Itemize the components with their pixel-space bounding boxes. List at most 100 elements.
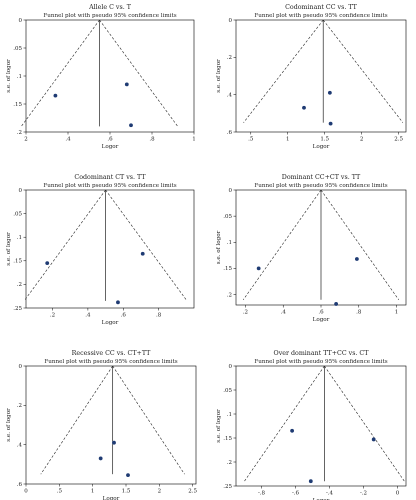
study-point	[302, 105, 306, 110]
panel-title: Over dominant TT+CC vs. CT	[274, 350, 370, 357]
x-tick-label: 1.5	[320, 137, 329, 143]
x-tick-label: .6	[318, 310, 324, 316]
x-tick-label: .4	[65, 137, 71, 143]
y-tick-label: .2	[227, 460, 232, 466]
x-tick-label: .2	[243, 310, 248, 316]
study-point	[256, 266, 261, 271]
x-axis-label: Logor	[313, 144, 330, 150]
y-tick-label: .15	[13, 259, 22, 265]
y-tick-label: 0	[19, 18, 23, 24]
study-point	[371, 437, 376, 442]
x-tick-label: .5	[57, 489, 63, 495]
plot-frame	[25, 189, 195, 309]
funnel-panel-4: Dominant CC+CT vs. TT Funnel plot with ps…	[216, 174, 407, 323]
y-tick-label: .25	[223, 484, 232, 490]
funnel-panel-6: Over dominant TT+CC vs. CT Funnel plot wi…	[216, 350, 407, 500]
study-point	[327, 90, 332, 95]
x-tick-label: .2	[50, 313, 55, 319]
y-tick-label: 0	[229, 18, 233, 24]
x-tick-label: .8	[356, 310, 362, 316]
x-tick-label: 2.5	[394, 137, 403, 143]
y-axis-label: s.e. of logor	[216, 230, 222, 264]
panel-title: Codominant CT vs. TT	[74, 174, 146, 181]
study-point	[116, 300, 120, 305]
x-tick-label: .6	[107, 137, 113, 143]
study-point	[53, 93, 58, 98]
y-tick-label: 0	[229, 364, 233, 370]
y-tick-label: .05	[223, 388, 232, 394]
funnel-panel-3: Codominant CT vs. TT Funnel plot with pse…	[6, 174, 195, 326]
x-tick-label: .8	[156, 313, 162, 319]
plot-frame	[25, 365, 197, 485]
y-tick-label: .2	[17, 282, 22, 288]
y-tick-label: 0	[19, 188, 23, 194]
confidence-limit-right	[105, 189, 188, 302]
y-tick-label: .25	[13, 306, 22, 312]
panel-subtitle: Funnel plot with pseudo 95% confidence l…	[43, 183, 176, 189]
confidence-limit-right	[320, 189, 399, 300]
panel-subtitle: Funnel plot with pseudo 95% confidence l…	[44, 359, 177, 365]
x-tick-label: 2	[360, 137, 364, 143]
x-tick-label: .6	[121, 313, 127, 319]
y-tick-label: .15	[223, 436, 232, 442]
x-axis-label: Logor	[313, 317, 330, 323]
confidence-limit-right	[324, 365, 405, 482]
x-tick-label: .8	[149, 137, 155, 143]
confidence-limit-left	[23, 189, 106, 302]
panel-title: Dominant CC+CT vs. TT	[282, 174, 361, 181]
x-tick-label: 1	[395, 310, 399, 316]
y-tick-label: .4	[17, 442, 23, 448]
y-tick-label: .1	[17, 74, 22, 80]
study-point	[140, 251, 145, 256]
x-tick-label: 1.5	[122, 489, 131, 495]
y-tick-label: .2	[17, 403, 22, 409]
x-tick-label: 0	[396, 491, 400, 497]
funnel-panel-5: Recessive CC vs. CT+TT Funnel plot with p…	[6, 350, 198, 500]
panel-title: Allele C vs. T	[88, 4, 132, 11]
x-tick-label: 1	[91, 489, 95, 495]
study-point	[129, 123, 133, 128]
x-tick-label: -.2	[360, 491, 367, 497]
plot-frame	[235, 365, 407, 487]
y-tick-label: .6	[227, 130, 233, 136]
y-axis-label: s.e. of logor	[6, 59, 12, 93]
y-tick-label: .1	[227, 412, 232, 418]
confidence-limit-left	[21, 19, 100, 127]
panel-subtitle: Funnel plot with pseudo 95% confidence l…	[254, 13, 387, 19]
study-point	[290, 428, 294, 433]
plot-frame	[235, 19, 407, 133]
confidence-limit-left	[40, 365, 113, 475]
study-point	[354, 257, 359, 261]
y-axis-label: s.e. of logor	[6, 408, 12, 442]
study-point	[112, 440, 116, 445]
x-tick-label: 1	[192, 137, 196, 143]
y-tick-label: .1	[17, 235, 22, 241]
x-axis-label: Logor	[102, 320, 119, 326]
y-tick-label: .05	[13, 46, 22, 52]
panel-subtitle: Funnel plot with pseudo 95% confidence l…	[254, 183, 387, 189]
y-tick-label: 0	[229, 188, 233, 194]
y-tick-label: .05	[13, 211, 22, 217]
study-point	[328, 121, 333, 126]
y-tick-label: .4	[227, 92, 233, 98]
confidence-limit-left	[244, 365, 325, 482]
y-tick-label: .15	[13, 102, 22, 108]
study-point	[308, 479, 313, 484]
y-tick-label: 0	[19, 364, 23, 370]
x-tick-label: 2.5	[188, 489, 197, 495]
confidence-limit-right	[99, 19, 178, 127]
study-point	[98, 456, 103, 461]
x-tick-label: .4	[281, 310, 287, 316]
y-axis-label: s.e. of logor	[216, 59, 222, 93]
y-axis-label: s.e. of logor	[216, 409, 222, 443]
y-tick-label: .6	[17, 482, 23, 488]
x-tick-label: -.4	[326, 491, 334, 497]
study-point	[124, 82, 129, 87]
study-point	[126, 473, 130, 478]
y-tick-label: .2	[227, 292, 232, 298]
panel-subtitle: Funnel plot with pseudo 95% confidence l…	[43, 13, 176, 19]
x-tick-label: -.8	[258, 491, 266, 497]
funnel-panel-2: Codominant CC vs. TT Funnel plot with pse…	[216, 4, 407, 150]
